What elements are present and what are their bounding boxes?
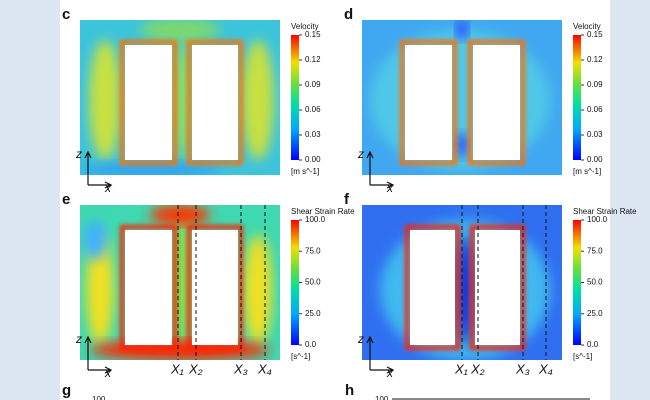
colorbar-title: Velocity — [291, 22, 319, 31]
colorbar-tick-label: 0.06 — [305, 105, 321, 114]
wall-shear — [405, 225, 460, 350]
y-tick-label: 100 — [375, 395, 389, 400]
colorbar-tick-label: 0.15 — [587, 30, 603, 39]
wall-shear — [120, 40, 177, 165]
contour-region — [244, 235, 272, 345]
axis-label-z: z — [357, 147, 364, 161]
y-tick-label: 100 — [92, 395, 106, 400]
panel-label: g — [62, 382, 71, 399]
building — [192, 45, 238, 160]
colorbar-tick-label: 0.12 — [305, 55, 321, 64]
axis-arrow — [84, 150, 113, 189]
colorbar-tick-label: 0.15 — [305, 30, 321, 39]
colorbar-tick-label: 75.0 — [305, 246, 321, 255]
colorbar-tick-label: 0.03 — [305, 130, 321, 139]
marker-label: X₁ — [170, 361, 184, 376]
colorbar-title: Velocity — [573, 22, 601, 31]
colorbar-title: Shear Strain Rate — [291, 207, 355, 216]
colorbar-tick-label: 100.0 — [305, 215, 326, 224]
marker-label: X₂ — [188, 361, 203, 376]
contour-plot — [80, 20, 280, 175]
wall-shear — [187, 225, 243, 350]
axis-arrow — [366, 335, 395, 374]
building — [192, 230, 238, 345]
marker-label: X₃ — [233, 361, 248, 376]
colorbar — [291, 35, 299, 160]
contour-region — [173, 40, 191, 160]
panel-label: f — [344, 191, 350, 208]
wall-shear — [470, 225, 525, 350]
colorbar-unit: [s^-1] — [291, 352, 310, 361]
contour-plot — [362, 20, 562, 175]
contour-region — [174, 210, 190, 350]
contour-region — [457, 235, 473, 345]
wall-shear — [468, 40, 525, 165]
colorbar — [573, 220, 581, 345]
colorbar-unit: [m s^-1] — [291, 167, 319, 176]
colorbar-tick-label: 25.0 — [305, 309, 321, 318]
axis-label-x: x — [104, 181, 112, 195]
panel-label: e — [62, 191, 70, 208]
colorbar-tick-label: 0.0 — [305, 340, 317, 349]
building — [473, 45, 520, 160]
axis-label-x: x — [104, 366, 112, 380]
contour-region — [86, 235, 114, 345]
colorbar-tick-label: 0.09 — [587, 80, 603, 89]
axis-label-z: z — [357, 332, 364, 346]
marker-label: X₃ — [515, 361, 530, 376]
colorbar — [291, 220, 299, 345]
marker-label: X₂ — [470, 361, 485, 376]
building — [410, 230, 455, 345]
building — [475, 230, 520, 345]
contour-plot — [80, 205, 280, 360]
contour-region — [140, 20, 220, 42]
colorbar-tick-label: 50.0 — [305, 278, 321, 287]
axis-arrow — [84, 335, 113, 374]
axis-label-z: z — [75, 147, 82, 161]
colorbar-title: Shear Strain Rate — [573, 207, 637, 216]
panel-label: c — [62, 6, 70, 23]
colorbar-tick-label: 75.0 — [587, 246, 603, 255]
panel-label: d — [344, 6, 353, 23]
contour-region — [242, 40, 274, 160]
colorbar-unit: [m s^-1] — [573, 167, 601, 176]
contour-region — [80, 162, 220, 175]
contour-region — [83, 220, 107, 260]
colorbar-tick-label: 50.0 — [587, 278, 603, 287]
colorbar-tick-label: 25.0 — [587, 309, 603, 318]
colorbar-tick-label: 0.12 — [587, 55, 603, 64]
contour-region — [89, 40, 121, 160]
colorbar-tick-label: 0.06 — [587, 105, 603, 114]
colorbar-tick-label: 0.00 — [587, 155, 603, 164]
colorbar-tick-label: 0.09 — [305, 80, 321, 89]
marker-label: X₄ — [538, 361, 553, 376]
wall-shear — [187, 40, 243, 165]
axis-arrow — [366, 150, 395, 189]
colorbar — [573, 35, 581, 160]
wall-shear — [400, 40, 457, 165]
building — [125, 45, 172, 160]
contour-region — [456, 20, 468, 40]
axis-label-x: x — [386, 181, 394, 195]
colorbar-tick-label: 0.00 — [305, 155, 321, 164]
axis-label-z: z — [75, 332, 82, 346]
building — [125, 230, 172, 345]
colorbar-unit: [s^-1] — [573, 352, 592, 361]
colorbar-tick-label: 0.03 — [587, 130, 603, 139]
marker-label: X₁ — [454, 361, 468, 376]
panel-label: h — [345, 382, 354, 399]
axis-label-x: x — [386, 366, 394, 380]
marker-label: X₄ — [257, 361, 272, 376]
colorbar-tick-label: 100.0 — [587, 215, 608, 224]
contour-region — [150, 205, 210, 225]
colorbar-tick-label: 0.0 — [587, 340, 599, 349]
building — [405, 45, 452, 160]
contour-region — [456, 133, 468, 157]
wall-shear — [120, 225, 177, 350]
